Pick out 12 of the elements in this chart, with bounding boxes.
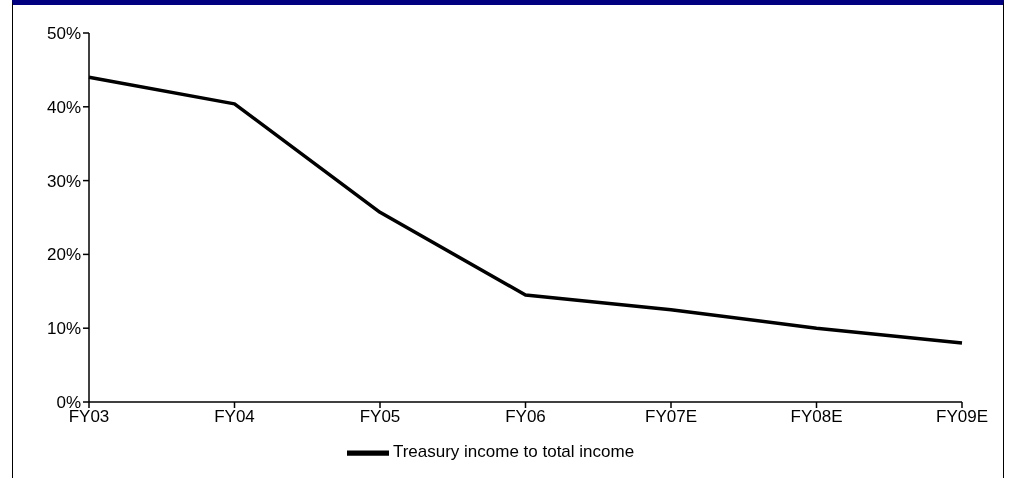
x-tick-label: FY07E — [645, 407, 697, 427]
y-tick-label: 50% — [46, 24, 81, 44]
y-tick-label: 10% — [46, 319, 81, 339]
y-tick-label: 40% — [46, 97, 81, 117]
x-tick-label: FY05 — [359, 407, 401, 427]
y-tick-label: 20% — [46, 245, 81, 265]
x-tick-label: FY09E — [936, 407, 988, 427]
x-tick-label: FY04 — [214, 407, 255, 427]
legend-label: Treasury income to total income — [392, 442, 635, 462]
x-tick-label: FY08E — [790, 407, 843, 427]
y-tick-label: 30% — [46, 171, 81, 191]
x-tick-label: FY06 — [505, 407, 546, 427]
